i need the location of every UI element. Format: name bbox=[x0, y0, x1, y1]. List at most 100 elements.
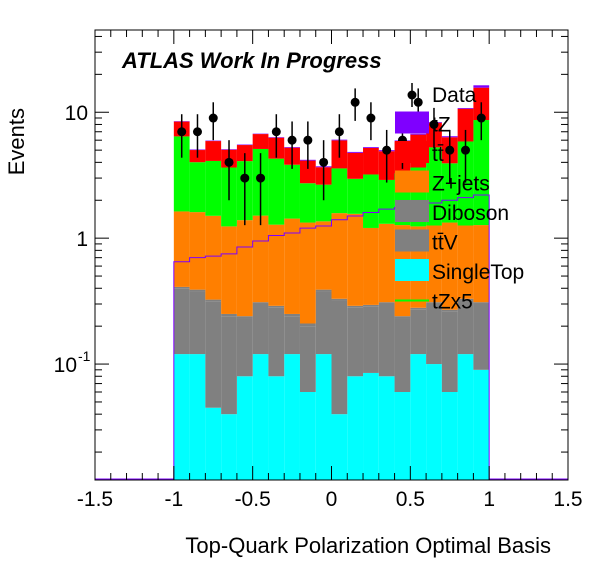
bar-tt-v-17 bbox=[441, 309, 458, 312]
bar-tt-12 bbox=[363, 174, 379, 228]
x-tick-label: 1.5 bbox=[553, 488, 582, 511]
bar-tt-9 bbox=[315, 184, 332, 222]
atlas-label: ATLAS Work In Progress bbox=[121, 48, 382, 73]
bar-z-jets-4 bbox=[236, 220, 253, 317]
bar-tt-v-0 bbox=[173, 286, 190, 289]
bar-singletop-18 bbox=[457, 354, 474, 480]
bar-tz-5 bbox=[252, 134, 269, 149]
bar-tt-17 bbox=[441, 163, 458, 223]
bar-tt-2 bbox=[205, 160, 222, 216]
bar-tt-v-1 bbox=[189, 289, 206, 292]
bar-diboson-3 bbox=[221, 316, 237, 415]
overlay-line-layer bbox=[173, 194, 490, 480]
data-point-5 bbox=[256, 173, 266, 183]
bar-tt-v-5 bbox=[252, 302, 269, 304]
legend-box-diboson bbox=[395, 200, 429, 222]
bar-tt-v-4 bbox=[236, 316, 253, 319]
bar-singletop-10 bbox=[331, 414, 348, 480]
legend-box-singletop bbox=[395, 259, 429, 281]
bar-tt-v-3 bbox=[221, 313, 237, 317]
bar-tt-v-14 bbox=[394, 316, 411, 319]
bar-singletop-17 bbox=[441, 391, 458, 480]
bar-tt-v-12 bbox=[363, 304, 379, 307]
bar-tt-v-16 bbox=[426, 302, 442, 304]
bar-diboson-17 bbox=[441, 311, 458, 392]
bar-tt-13 bbox=[378, 179, 395, 224]
bar-singletop-2 bbox=[205, 407, 222, 480]
bar-singletop-16 bbox=[426, 364, 442, 480]
bar-singletop-0 bbox=[173, 354, 190, 480]
data-point-1 bbox=[192, 127, 202, 137]
data-point-15 bbox=[413, 97, 423, 107]
bar-z-jets-13 bbox=[378, 223, 395, 303]
legend-label-tzx5: tZx5 bbox=[432, 291, 473, 314]
bar-singletop-3 bbox=[221, 414, 237, 480]
bar-tt-16 bbox=[426, 147, 442, 226]
bar-z-jets-18 bbox=[457, 225, 474, 299]
data-point-4 bbox=[240, 173, 250, 183]
x-tick-label: 1 bbox=[483, 488, 495, 511]
bar-tz-8 bbox=[299, 160, 316, 184]
data-point-19 bbox=[476, 113, 486, 123]
legend-label-diboson: Diboson bbox=[432, 202, 509, 225]
bar-diboson-9 bbox=[315, 291, 332, 355]
bar-tt-18 bbox=[457, 141, 474, 226]
bar-diboson-5 bbox=[252, 303, 269, 355]
bar-tz-2 bbox=[205, 141, 222, 161]
y-tick-label: 10 bbox=[54, 354, 77, 377]
bar-tt-6 bbox=[268, 158, 285, 225]
bar-singletop-15 bbox=[410, 354, 427, 480]
data-point-8 bbox=[303, 135, 313, 145]
bar-tt-0 bbox=[173, 136, 190, 212]
x-axis-label: Top-Quark Polarization Optimal Basis bbox=[185, 533, 551, 558]
bar-z-jets-5 bbox=[252, 215, 269, 303]
bar-diboson-1 bbox=[189, 291, 206, 355]
bar-diboson-14 bbox=[394, 318, 411, 392]
bar-singletop-9 bbox=[315, 354, 332, 480]
y-axis-label: Events bbox=[4, 108, 29, 175]
data-point-11 bbox=[350, 97, 360, 107]
data-point-10 bbox=[334, 127, 344, 137]
legend-box-z-jets bbox=[395, 170, 429, 193]
bar-tt-v-13 bbox=[378, 302, 395, 304]
legend-box-tt-v bbox=[395, 229, 429, 252]
bar-z-jets-17 bbox=[441, 222, 458, 310]
bar-tt-v-2 bbox=[205, 299, 222, 302]
bar-singletop-6 bbox=[268, 376, 285, 480]
bar-z-jets-10 bbox=[331, 213, 348, 299]
bar-singletop-19 bbox=[473, 369, 490, 480]
data-point-2 bbox=[208, 113, 218, 123]
bar-tt-11 bbox=[347, 178, 364, 214]
data-point-13 bbox=[382, 145, 392, 155]
bar-tt-v-8 bbox=[299, 323, 316, 327]
y-tick-label-exponent: -1 bbox=[78, 348, 91, 364]
x-tick-label: 0.5 bbox=[396, 488, 425, 511]
bar-tz-12 bbox=[363, 147, 379, 175]
data-point-7 bbox=[287, 135, 297, 145]
bar-diboson-18 bbox=[457, 300, 474, 355]
legend-label-z-jets: Z+jets bbox=[432, 173, 490, 196]
legend-label-tt: tt̄ bbox=[432, 143, 444, 166]
bar-diboson-4 bbox=[236, 318, 253, 377]
legend-label-data: Data bbox=[432, 84, 477, 107]
legend-label-singletop: SingleTop bbox=[432, 261, 524, 284]
bar-diboson-12 bbox=[363, 306, 379, 373]
bar-tt-v-7 bbox=[284, 313, 300, 317]
y-tick-label: 1 bbox=[76, 228, 88, 251]
bar-z-jets-2 bbox=[205, 215, 222, 300]
data-point-17 bbox=[445, 145, 455, 155]
bar-tt-v-6 bbox=[268, 305, 285, 308]
bar-singletop-8 bbox=[299, 391, 316, 480]
bar-z-jets-3 bbox=[221, 226, 237, 314]
data-point-3 bbox=[224, 157, 234, 167]
bar-tz-18 bbox=[457, 108, 474, 142]
bar-diboson-7 bbox=[284, 316, 300, 355]
bar-z-jets-1 bbox=[189, 212, 206, 290]
bar-z-jets-16 bbox=[426, 225, 442, 303]
data-point-0 bbox=[177, 127, 187, 137]
bar-diboson-2 bbox=[205, 301, 222, 408]
bar-series-6-15 bbox=[410, 133, 427, 135]
legend: Data tZ tt̄ Z+jets Diboson tt̄V SingleTop tZx5 bbox=[395, 83, 524, 314]
bar-singletop-14 bbox=[394, 391, 411, 480]
